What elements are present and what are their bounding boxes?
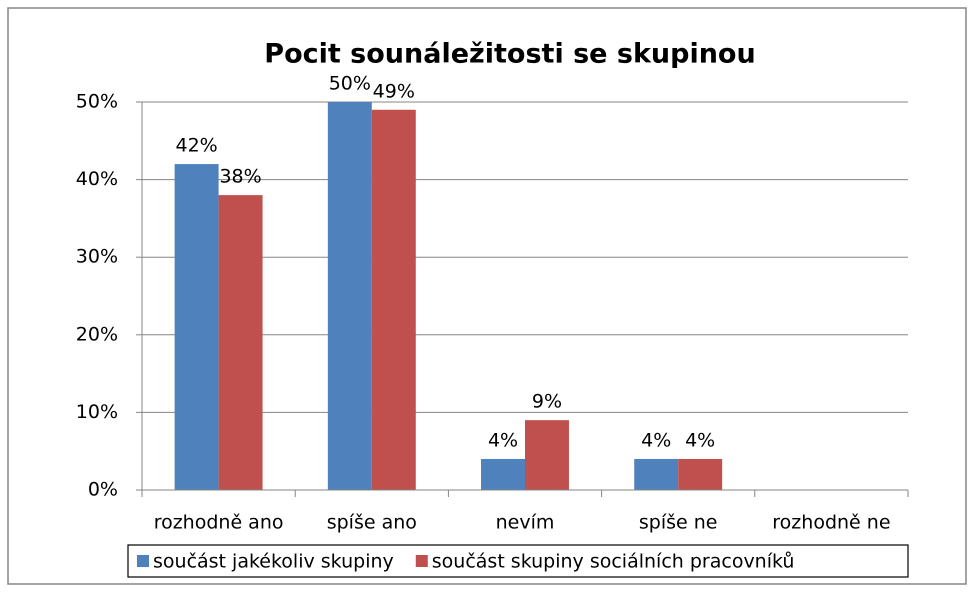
bar — [327, 102, 372, 490]
bar — [678, 458, 723, 490]
data-label: 4% — [641, 429, 671, 451]
data-label: 4% — [488, 429, 518, 451]
x-tick-label: spíše ano — [327, 512, 417, 534]
legend-swatch — [137, 555, 149, 567]
legend-label: součást skupiny sociálních pracovníků — [432, 551, 795, 573]
data-label: 9% — [532, 391, 562, 413]
data-label: 38% — [219, 166, 261, 188]
chart-border — [7, 7, 967, 585]
x-tick-label: rozhodně ano — [154, 512, 284, 534]
bar — [481, 458, 525, 490]
legend-swatch — [415, 555, 428, 567]
y-tick-label: 50% — [76, 91, 118, 113]
y-tick-label: 10% — [76, 401, 118, 423]
y-tick-label: 0% — [88, 479, 118, 501]
y-tick-label: 40% — [76, 168, 118, 190]
x-tick-label: rozhodně ne — [772, 512, 890, 534]
bar — [174, 164, 219, 490]
x-tick-label: nevím — [496, 512, 555, 534]
x-tick-label: spíše ne — [639, 512, 718, 534]
legend-label: součást jakékoliv skupiny — [153, 551, 394, 573]
bar — [525, 420, 569, 490]
data-label: 4% — [685, 429, 715, 451]
data-label: 42% — [175, 135, 217, 157]
y-tick-label: 20% — [76, 323, 118, 345]
legend-box — [127, 544, 909, 578]
chart-title: Pocit sounáležitosti se skupinou — [264, 39, 755, 70]
bar — [218, 195, 263, 490]
data-label: 50% — [329, 73, 371, 95]
data-label: 49% — [373, 80, 415, 102]
y-tick-label: 30% — [76, 246, 118, 268]
bar — [634, 458, 679, 490]
bar — [371, 109, 416, 490]
